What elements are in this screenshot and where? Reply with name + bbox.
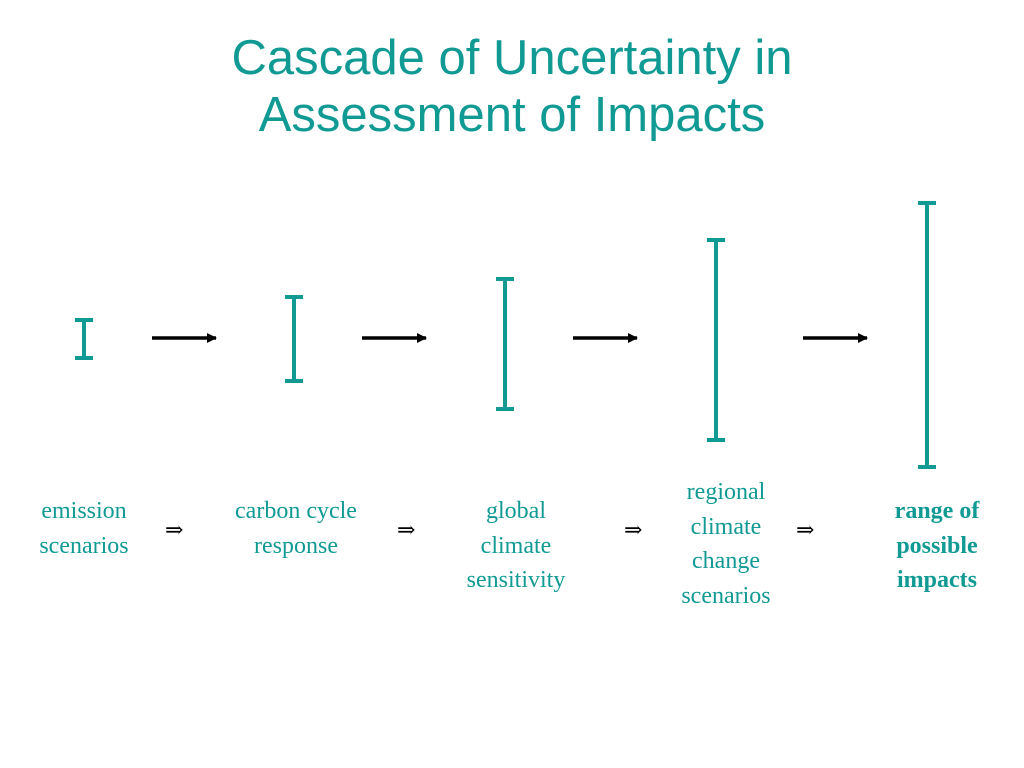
implies-symbol-3: ⇒ (624, 518, 643, 543)
slide-title-line-2: Assessment of Impacts (258, 88, 766, 142)
uncertainty-bar-impacts (918, 201, 936, 469)
stage-label-emission-scenarios: emission scenarios (39, 498, 129, 559)
uncertainty-bar-carbon-cycle (285, 295, 303, 383)
implies-symbol-4: ⇒ (796, 518, 815, 543)
stage-label-regional-climate-change-scenarios: regional climate change scenarios (681, 479, 771, 609)
uncertainty-bar-emission (75, 318, 93, 360)
slide-title: Cascade of Uncertainty in Assessment of … (0, 30, 1024, 144)
uncertainty-bar-regional-scenarios (707, 238, 725, 442)
implies-symbol-1: ⇒ (165, 518, 184, 543)
stage-label-carbon-cycle-response: carbon cycle response (235, 498, 357, 559)
stage-label-range-of-possible-impacts: range of possible impacts (894, 498, 980, 593)
stage-label-global-climate-sensitivity: global climate sensitivity (466, 498, 566, 593)
uncertainty-bar-climate-sensitivity (496, 277, 514, 411)
slide-title-line-1: Cascade of Uncertainty in (231, 31, 793, 85)
implies-symbol-2: ⇒ (397, 518, 416, 543)
